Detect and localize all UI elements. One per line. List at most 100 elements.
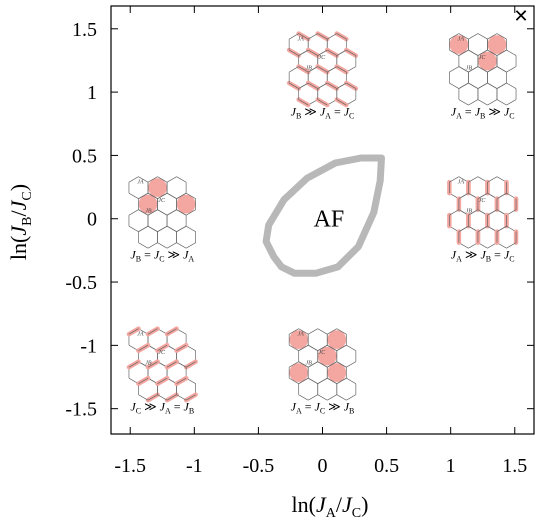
x-axis-label: ln(JA/JC) bbox=[292, 492, 369, 521]
lattice-bond bbox=[147, 328, 158, 335]
lattice-bond bbox=[336, 49, 347, 56]
lattice-bond bbox=[458, 192, 469, 199]
lattice-bond bbox=[308, 344, 318, 351]
lattice-bond bbox=[298, 49, 309, 56]
lattice-bond bbox=[336, 344, 347, 351]
lattice-bond bbox=[308, 49, 318, 56]
coupling-label: JB bbox=[305, 360, 312, 366]
lattice-bond bbox=[317, 361, 328, 368]
coupling-label: JA bbox=[458, 37, 465, 43]
lattice-bond bbox=[346, 377, 357, 384]
close-icon[interactable]: ✕ bbox=[513, 6, 528, 27]
coupling-label: JA bbox=[297, 332, 304, 338]
lattice-bond bbox=[157, 192, 168, 199]
lattice-bond bbox=[449, 49, 460, 56]
lattice-bond bbox=[298, 33, 309, 40]
lattice-bond bbox=[506, 82, 517, 89]
lattice-bond bbox=[458, 225, 469, 232]
region-lattice-icons: JA JC JB JB ≫ JA = JC JA JC JB JA = JB ≫ JC JA JC… bbox=[126, 31, 519, 416]
lattice-bond bbox=[176, 176, 187, 183]
lattice-bond bbox=[166, 176, 177, 183]
lattice-bond bbox=[327, 49, 337, 56]
lattice-bond bbox=[487, 176, 498, 183]
plaquette-marker bbox=[138, 194, 158, 214]
coupling-label: JA bbox=[297, 37, 304, 43]
lattice-bond bbox=[449, 82, 460, 89]
lattice-bond bbox=[458, 66, 469, 73]
lattice-bond bbox=[147, 394, 158, 401]
lattice-bond bbox=[449, 33, 460, 40]
lattice-bond bbox=[317, 328, 328, 335]
lattice-bond bbox=[298, 328, 309, 335]
lattice-bond bbox=[449, 176, 460, 183]
lattice-bond bbox=[327, 82, 337, 89]
lattice-bond bbox=[487, 49, 498, 56]
lattice-bond bbox=[496, 225, 507, 232]
y-tick-label: 0.5 bbox=[72, 145, 97, 167]
plaquette-marker bbox=[148, 178, 167, 197]
lattice-bond bbox=[317, 33, 328, 40]
region-plaquette-B: JA JC JB JA = JC ≫ JB bbox=[288, 328, 357, 416]
coupling-label: JB bbox=[305, 65, 312, 71]
lattice-bond bbox=[176, 394, 187, 401]
lattice-bond bbox=[185, 209, 196, 216]
lattice-bond bbox=[477, 82, 488, 89]
plaquette-marker bbox=[478, 51, 497, 71]
region-dimer-B: JA JC JB JB ≫ JA = JC bbox=[286, 31, 359, 121]
lattice-bond bbox=[496, 33, 507, 40]
y-axis-label: ln(JB/JC) bbox=[6, 184, 35, 260]
lattice-bond bbox=[157, 377, 168, 384]
lattice-bond bbox=[298, 344, 309, 351]
lattice-bond bbox=[128, 209, 139, 216]
coupling-label: JC bbox=[319, 350, 327, 356]
plaquette-marker bbox=[327, 330, 347, 349]
x-tick-label: -1.5 bbox=[114, 455, 146, 477]
region-plaquette-A: JA JC JB JB = JC ≫ JA bbox=[128, 176, 196, 264]
lattice-bond bbox=[176, 377, 187, 384]
lattice-bond bbox=[496, 66, 507, 73]
lattice-bond bbox=[468, 33, 479, 40]
region-dimer-A: JA JC JB JA ≫ JB = JC bbox=[447, 176, 519, 264]
lattice-bond bbox=[468, 66, 479, 73]
lattice-bond bbox=[449, 209, 460, 216]
lattice-bond bbox=[346, 394, 357, 401]
lattice-bond bbox=[185, 361, 196, 368]
lattice-bond bbox=[185, 394, 196, 401]
lattice-bond bbox=[128, 361, 139, 368]
region-label: JA ≫ JB = JC bbox=[451, 248, 515, 264]
lattice-bond bbox=[288, 82, 299, 89]
lattice-bond bbox=[298, 66, 309, 73]
lattice-bond bbox=[458, 33, 469, 40]
lattice-bond bbox=[327, 328, 337, 335]
lattice-bond bbox=[336, 33, 347, 40]
lattice-bond bbox=[166, 394, 177, 401]
lattice-bond bbox=[477, 225, 488, 232]
plaquette-marker bbox=[289, 363, 309, 382]
lattice-bond bbox=[487, 82, 498, 89]
af-phase-boundary bbox=[262, 154, 385, 277]
lattice-bond bbox=[327, 394, 337, 401]
lattice-bond bbox=[298, 82, 309, 89]
lattice-bond bbox=[496, 82, 507, 89]
lattice-bond bbox=[166, 328, 177, 335]
lattice-bond bbox=[166, 225, 177, 232]
coupling-label: JB bbox=[466, 65, 473, 71]
lattice-bond bbox=[496, 99, 507, 106]
lattice-bond bbox=[166, 209, 177, 216]
lattice-bond bbox=[506, 99, 517, 106]
lattice-bond bbox=[477, 99, 488, 106]
lattice-bond bbox=[157, 344, 168, 351]
lattice-bond bbox=[138, 242, 149, 249]
lattice-bond bbox=[147, 242, 158, 249]
lattice-bond bbox=[176, 209, 187, 216]
lattice-bond bbox=[346, 49, 357, 56]
lattice-bond bbox=[298, 394, 309, 401]
coupling-label: JA bbox=[137, 332, 144, 338]
lattice-bond bbox=[506, 242, 517, 249]
lattice-bond bbox=[487, 66, 498, 73]
lattice-bond bbox=[458, 99, 469, 106]
tick-marks bbox=[111, 6, 534, 434]
lattice-bond bbox=[327, 361, 337, 368]
y-tick-label: -1 bbox=[80, 335, 97, 357]
lattice-bond bbox=[147, 192, 158, 199]
